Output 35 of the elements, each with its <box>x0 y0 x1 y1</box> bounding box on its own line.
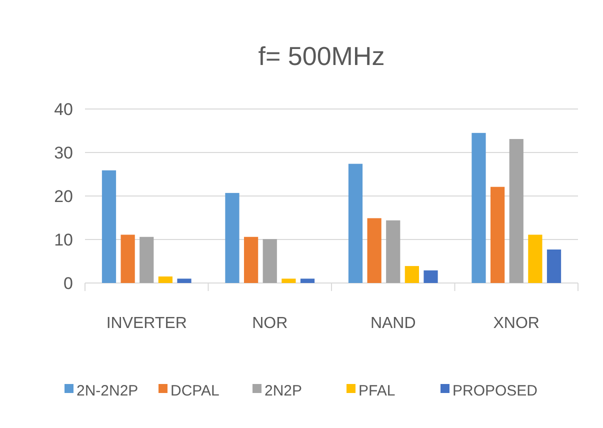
y-tick-label: 20 <box>54 186 73 206</box>
x-tick-label: XNOR <box>493 315 540 332</box>
bar <box>404 266 419 283</box>
bar <box>225 192 240 283</box>
bar <box>367 218 382 283</box>
x-tick-label: NAND <box>370 315 416 332</box>
bar <box>490 186 505 283</box>
bar <box>472 132 486 283</box>
y-tick-label: 40 <box>54 100 73 119</box>
bar <box>102 170 116 283</box>
legend-label: PROPOSED <box>452 382 538 400</box>
bar <box>348 164 363 283</box>
bar <box>546 250 562 283</box>
bar <box>300 278 315 283</box>
bar <box>177 278 192 283</box>
bar <box>386 220 400 283</box>
legend-label: 2N-2N2P <box>76 382 138 400</box>
bar <box>509 139 524 283</box>
bar <box>120 234 135 283</box>
legend-label: DCPAL <box>170 382 220 400</box>
bar <box>244 236 258 283</box>
y-tick-label: 30 <box>54 143 73 162</box>
bar <box>262 239 277 283</box>
bar <box>158 276 172 283</box>
legend-label: PFAL <box>358 382 396 400</box>
y-tick-label: 0 <box>64 274 73 293</box>
bar <box>282 278 296 283</box>
y-tick-label: 10 <box>54 230 73 250</box>
bar <box>528 234 542 283</box>
x-tick-label: NOR <box>252 315 288 332</box>
bar <box>424 270 438 283</box>
bar <box>140 236 154 283</box>
x-tick-label: INVERTER <box>106 315 187 332</box>
chart-title: f= 500MHz <box>258 41 385 71</box>
legend-label: 2N2P <box>264 382 302 400</box>
